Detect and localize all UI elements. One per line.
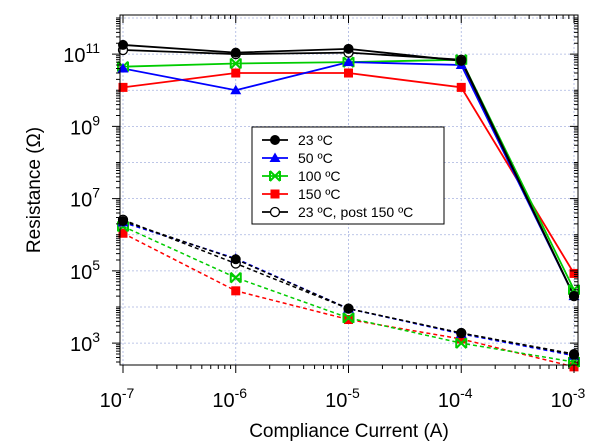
data-point-hrs: [230, 84, 242, 95]
x-tick-label: 10-3: [551, 385, 586, 412]
legend-label: 23 ºC: [298, 132, 333, 148]
data-point-hrs: [343, 43, 354, 54]
y-tick-label: 107: [70, 185, 100, 212]
series-line-lrs: [122, 232, 575, 368]
data-point-hrs: [569, 268, 579, 278]
data-point-lrs: [456, 328, 467, 339]
legend-item: 23 ºC, post 150 ºC: [262, 204, 413, 220]
legend-item: 150 ºC: [262, 186, 340, 202]
legend-label: 100 ºC: [298, 168, 340, 184]
legend-marker: [269, 206, 281, 218]
y-tick-label: 103: [70, 329, 100, 356]
legend-marker: [270, 135, 280, 145]
y-axis-label: Resistance (Ω): [24, 127, 45, 253]
x-tick-labels: 10-7 10-6 10-5 10-4 10-3: [100, 385, 586, 412]
legend-item: 50 ºC: [262, 150, 333, 166]
x-tick-label: 10-6: [212, 385, 247, 412]
data-point-hrs: [118, 39, 128, 50]
legend-marker: [269, 170, 281, 182]
x-tick-label: 10-5: [325, 385, 360, 412]
data-point-lrs: [229, 271, 242, 284]
data-point-hrs: [456, 82, 466, 92]
y-tick-labels: 103 105 107 109 1011: [63, 40, 100, 356]
data-point-lrs: [342, 312, 355, 324]
x-tick-label: 10-7: [100, 385, 135, 412]
data-point-hrs: [118, 82, 128, 92]
data-point-lrs: [230, 254, 241, 265]
series-layer: [117, 39, 580, 372]
data-point-hrs: [230, 47, 241, 58]
data-point-hrs: [344, 68, 353, 78]
legend-label: 150 ºC: [298, 186, 340, 202]
legend: 23 ºC 50 ºC 100 ºC 150 ºC 23 ºC, post 150 ºC: [251, 126, 445, 225]
series-line-lrs: [122, 220, 575, 355]
data-point-hrs: [456, 55, 467, 66]
marker-stroke: [230, 271, 242, 284]
data-point-lrs: [455, 337, 468, 349]
axes: [112, 15, 578, 373]
x-tick-label: 10-4: [438, 385, 473, 412]
marker-stroke: [269, 170, 281, 182]
marker-stroke: [455, 337, 467, 349]
data-point-lrs: [118, 228, 128, 238]
series-line-lrs: [122, 219, 575, 356]
data-point-hrs: [229, 57, 242, 70]
y-tick-label: 1011: [63, 40, 100, 67]
data-point-hrs: [231, 68, 241, 78]
data-point-lrs: [231, 286, 241, 296]
data-point-lrs: [344, 315, 353, 325]
data-point-lrs: [118, 216, 128, 227]
y-tick-label: 109: [70, 112, 100, 139]
legend-item: 100 ºC: [262, 168, 340, 184]
legend-label: 23 ºC, post 150 ºC: [298, 204, 413, 220]
x-axis-label: Compliance Current (A): [249, 421, 449, 442]
y-tick-label: 105: [70, 257, 100, 284]
legend-marker: [269, 152, 281, 162]
legend-marker: [270, 189, 280, 199]
data-point-hrs: [343, 56, 354, 67]
legend-item: 23 ºC: [262, 132, 333, 148]
marker-stroke: [230, 57, 242, 70]
legend-label: 50 ºC: [298, 150, 333, 166]
marker-stroke: [342, 312, 355, 324]
data-point-lrs: [456, 334, 466, 344]
data-point-lrs: [343, 303, 354, 314]
